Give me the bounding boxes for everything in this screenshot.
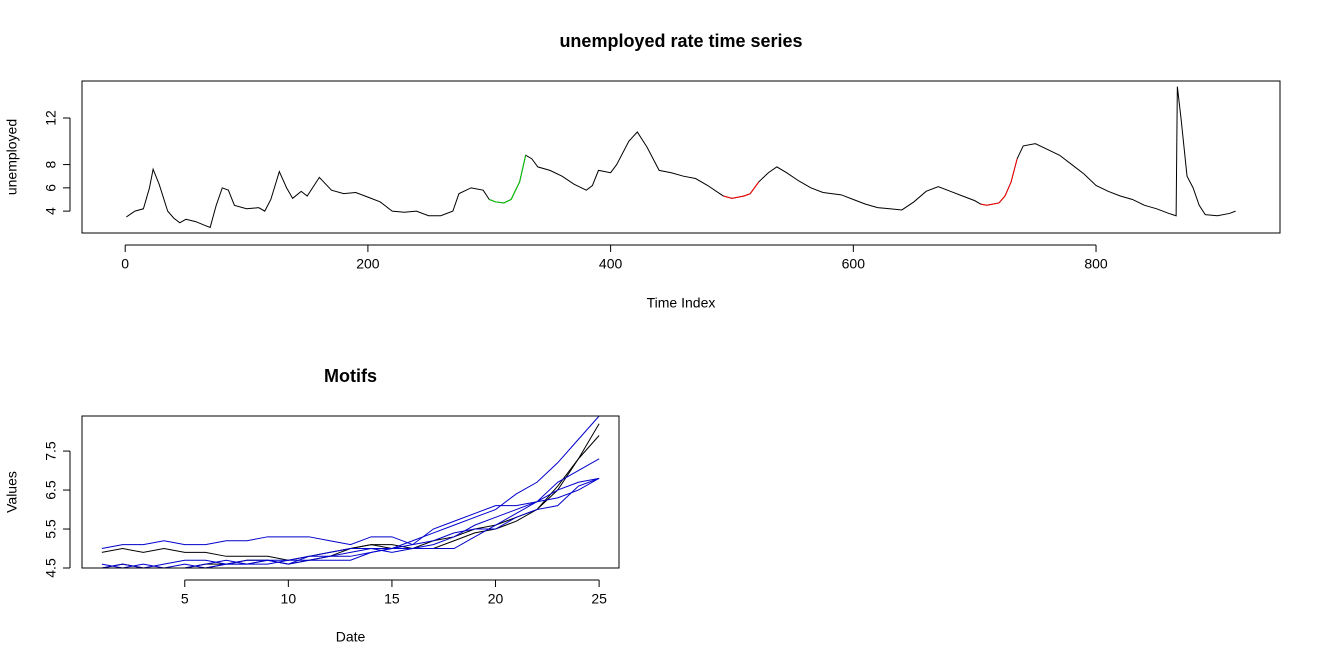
x-tick-label: 400 — [599, 256, 623, 272]
series-line — [723, 181, 760, 199]
series-line — [101, 415, 600, 569]
y-tick-label: 6.5 — [43, 480, 59, 500]
plot-box — [81, 80, 1281, 234]
x-tick-label: 800 — [1084, 256, 1108, 272]
series-line — [980, 158, 1018, 206]
x-tick-label: 25 — [591, 591, 607, 607]
x-tick-label: 10 — [281, 591, 297, 607]
x-tick-label: 5 — [181, 591, 189, 607]
y-tick-label: 12 — [43, 110, 59, 126]
y-tick-label: 4.5 — [43, 558, 59, 578]
x-tick-label: 15 — [384, 591, 400, 607]
y-tick-label: 4 — [43, 207, 59, 215]
series-line — [101, 435, 600, 561]
series-line — [101, 458, 600, 569]
x-axis-label: Time Index — [647, 295, 716, 311]
series-line — [101, 477, 600, 550]
x-axis-label: Date — [336, 629, 366, 645]
chart-title: unemployed rate time series — [559, 31, 802, 51]
y-axis-label: unemployed — [4, 119, 20, 195]
y-tick-label: 7.5 — [43, 441, 59, 461]
x-tick-label: 0 — [121, 256, 129, 272]
y-tick-label: 5.5 — [43, 519, 59, 539]
x-tick-label: 200 — [356, 256, 380, 272]
y-tick-label: 8 — [43, 160, 59, 168]
chart-title: Motifs — [324, 366, 377, 386]
series-line — [101, 477, 600, 569]
series-line — [126, 86, 1236, 229]
y-axis-label: Values — [4, 471, 20, 513]
x-tick-label: 20 — [488, 591, 504, 607]
series-line — [101, 423, 600, 569]
x-tick-label: 600 — [842, 256, 866, 272]
series-line — [101, 477, 600, 569]
y-tick-label: 6 — [43, 184, 59, 192]
series-line — [489, 155, 527, 204]
plot-box — [81, 415, 620, 569]
